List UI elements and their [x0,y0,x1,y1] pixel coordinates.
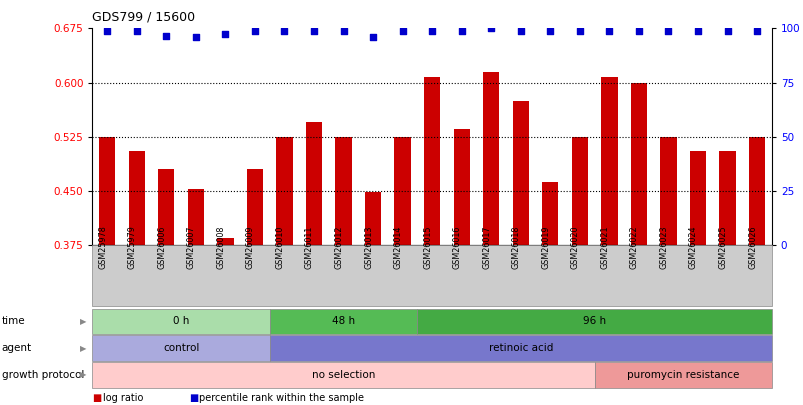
Bar [541,182,558,245]
Text: GSM26010: GSM26010 [275,225,284,269]
Bar [630,83,646,245]
Bar [512,100,528,245]
Text: GDS799 / 15600: GDS799 / 15600 [92,10,195,23]
Point [632,28,645,34]
Bar [276,136,292,245]
Text: GSM26021: GSM26021 [600,225,609,269]
Text: GSM26026: GSM26026 [747,225,756,269]
Text: GSM26007: GSM26007 [186,225,196,269]
Bar [719,151,735,245]
Bar [158,169,174,245]
Bar [689,151,705,245]
Text: GSM25979: GSM25979 [128,225,137,269]
Point [248,28,261,34]
Point [691,28,703,34]
Text: ▶: ▶ [79,317,86,326]
Text: 96 h: 96 h [582,316,605,326]
Point [750,28,763,34]
Bar [335,136,351,245]
Text: GSM25978: GSM25978 [98,225,107,269]
Bar [128,151,145,245]
Text: growth protocol: growth protocol [2,370,84,380]
Point [425,28,438,34]
Bar [453,130,469,245]
Text: 48 h: 48 h [332,316,355,326]
Text: GSM26008: GSM26008 [216,225,225,269]
Bar [394,136,410,245]
Text: ▶: ▶ [79,343,86,353]
Point [100,28,113,34]
Text: GSM26011: GSM26011 [304,225,314,269]
Text: GSM26013: GSM26013 [364,225,373,269]
Bar [601,77,617,245]
Text: GSM26006: GSM26006 [157,225,166,269]
Text: retinoic acid: retinoic acid [488,343,552,353]
Point [366,34,379,40]
Text: GSM26019: GSM26019 [540,225,549,269]
Point [484,25,497,32]
Bar [748,136,764,245]
Point [308,28,320,34]
Bar [423,77,440,245]
Text: percentile rank within the sample: percentile rank within the sample [199,393,364,403]
Text: puromycin resistance: puromycin resistance [626,370,739,380]
Point [190,34,202,40]
Bar [483,72,499,245]
Text: control: control [163,343,199,353]
Text: GSM26025: GSM26025 [718,225,727,269]
Bar [305,122,322,245]
Point [336,28,349,34]
Text: GSM26020: GSM26020 [570,225,579,269]
Point [602,28,615,34]
Bar [365,192,381,245]
Text: ▶: ▶ [79,370,86,379]
Point [661,28,674,34]
Text: ■: ■ [189,393,198,403]
Text: GSM26012: GSM26012 [334,225,343,269]
Bar [571,136,587,245]
Point [573,28,585,34]
Text: GSM26018: GSM26018 [512,225,520,269]
Point [514,28,527,34]
Point [218,31,231,37]
Point [130,28,143,34]
Text: GSM26017: GSM26017 [482,225,491,269]
Bar [659,136,676,245]
Text: GSM26022: GSM26022 [629,225,638,269]
Text: GSM26024: GSM26024 [688,225,697,269]
Point [720,28,733,34]
Point [278,28,291,34]
Point [454,28,467,34]
Text: GSM26009: GSM26009 [246,225,255,269]
Point [543,28,556,34]
Text: GSM26015: GSM26015 [422,225,432,269]
Text: GSM26023: GSM26023 [658,225,667,269]
Text: ■: ■ [92,393,102,403]
Bar [247,169,263,245]
Text: agent: agent [2,343,31,353]
Bar [187,190,204,245]
Point [396,28,409,34]
Bar [99,136,115,245]
Text: GSM26016: GSM26016 [452,225,461,269]
Text: 0 h: 0 h [173,316,189,326]
Text: time: time [2,316,25,326]
Point [160,32,173,39]
Bar [217,238,233,245]
Text: GSM26014: GSM26014 [393,225,402,269]
Text: no selection: no selection [312,370,375,380]
Text: log ratio: log ratio [103,393,143,403]
